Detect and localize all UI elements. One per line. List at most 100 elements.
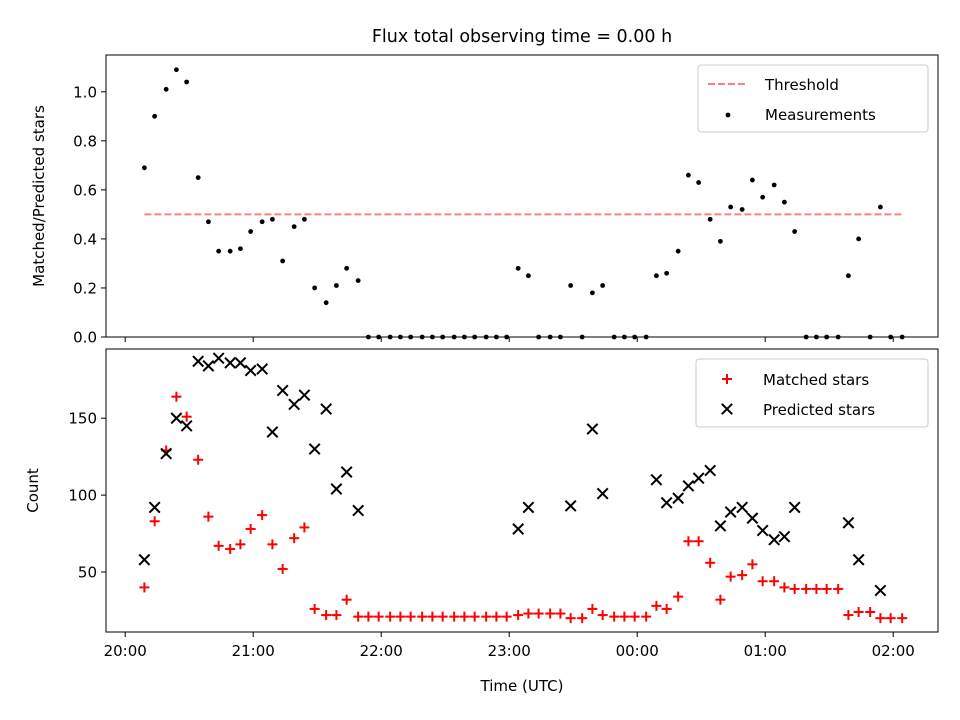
xtick-label: 23:00 <box>488 642 531 660</box>
measurement-point <box>334 283 339 288</box>
ytick-label: 150 <box>68 410 97 428</box>
matched-point <box>705 557 716 568</box>
xtick-label: 22:00 <box>360 642 403 660</box>
ratio-panel: 0.0 0.2 0.4 0.6 0.8 1.0 Matched/Predicted sta… <box>30 54 939 347</box>
ratio-legend: Threshold Measurements <box>697 64 929 133</box>
predicted-point <box>288 398 301 411</box>
matched-point <box>821 583 832 594</box>
matched-point <box>341 594 352 605</box>
measurement-point <box>760 194 766 200</box>
predicted-point <box>340 466 353 478</box>
matched-point <box>757 576 768 587</box>
matched-point <box>427 611 438 622</box>
counts-xlabel: Time (UTC) <box>480 677 564 695</box>
predicted-point <box>298 389 311 402</box>
predicted-point <box>596 487 609 500</box>
legend-predicted-marker <box>721 403 733 415</box>
measurement-point <box>206 219 211 225</box>
predicted-point <box>682 479 695 492</box>
measurement-point <box>696 180 702 185</box>
measurement-point <box>600 283 606 288</box>
matched-point <box>321 610 332 621</box>
predicted-point <box>276 384 289 397</box>
matched-point <box>865 607 876 618</box>
measurement-point <box>163 86 169 92</box>
matched-point <box>385 611 396 622</box>
predicted-point <box>266 426 279 438</box>
xtick-label: 02:00 <box>872 642 915 660</box>
matched-point <box>853 607 864 618</box>
measurement-point <box>856 236 862 242</box>
predicted-point <box>256 363 269 375</box>
predicted-point <box>672 492 685 505</box>
ytick-label: 0.2 <box>73 279 97 297</box>
predicted-point <box>660 496 673 509</box>
matched-point <box>139 582 150 593</box>
measurement-point <box>728 204 734 210</box>
predicted-point <box>170 412 183 425</box>
predicted-point <box>756 524 769 537</box>
ytick-label: 100 <box>68 487 97 505</box>
matched-point <box>875 613 886 624</box>
matched-point <box>513 610 524 621</box>
matched-point <box>587 603 598 614</box>
matched-point <box>481 611 492 622</box>
matched-point <box>181 411 192 422</box>
measurement-point <box>355 278 361 283</box>
predicted-point <box>778 530 791 543</box>
ratio-ylabel: Matched/Predicted stars <box>30 105 48 287</box>
measurement-point <box>142 165 147 171</box>
legend-predicted-swatch <box>721 403 733 415</box>
matched-point <box>715 594 726 605</box>
matched-point <box>833 583 844 594</box>
matched-point <box>405 611 416 622</box>
measurement-point <box>718 238 723 244</box>
measurement-point <box>654 273 659 279</box>
ytick-label: 0.0 <box>73 329 97 347</box>
matched-point <box>565 613 576 624</box>
predicted-point <box>586 423 599 435</box>
matched-point <box>693 536 704 547</box>
predicted-point <box>692 472 705 485</box>
predicted-point <box>212 352 225 365</box>
counts-panel: 50 100 150 20:00 21:00 22:00 23:00 00:00 01:00 02… <box>24 348 939 695</box>
predicted-point <box>650 473 663 486</box>
legend-measurements-label: Measurements <box>765 106 876 124</box>
matched-point <box>225 543 236 554</box>
predicted-point <box>768 533 781 546</box>
measurement-point <box>195 175 201 181</box>
ytick-label: 0.4 <box>73 230 97 248</box>
counts-plot-area <box>138 352 908 624</box>
matched-point <box>737 570 748 581</box>
legend-matched-label: Matched stars <box>763 371 869 389</box>
ratio-axes-frame <box>105 54 939 338</box>
measurement-point <box>686 172 691 178</box>
measurement-point <box>302 216 307 222</box>
matched-point <box>289 533 300 544</box>
matched-point <box>577 613 588 624</box>
legend-matched-swatch <box>722 374 732 384</box>
matched-point <box>533 608 544 619</box>
predicted-point <box>714 519 727 532</box>
matched-point <box>149 516 160 527</box>
predicted-point <box>852 553 865 566</box>
ratio-legend-box <box>697 64 929 133</box>
matched-point <box>459 611 470 622</box>
predicted-point <box>724 506 737 518</box>
matched-point <box>523 608 534 619</box>
matched-point <box>203 511 214 522</box>
predicted-point <box>330 483 343 495</box>
matched-point <box>309 603 320 614</box>
matched-point <box>299 522 310 533</box>
figure-title: Flux total observing time = 0.00 h <box>372 27 672 47</box>
measurement-point <box>782 199 787 205</box>
measurement-point <box>707 216 713 222</box>
predicted-point <box>352 504 365 517</box>
measurement-point <box>270 216 275 222</box>
matched-point <box>897 613 908 624</box>
predicted-point <box>704 464 717 477</box>
ytick-label: 0.6 <box>73 181 97 199</box>
matched-point <box>789 583 800 594</box>
legend-predicted-label: Predicted stars <box>763 401 875 419</box>
measurement-point <box>312 285 318 291</box>
